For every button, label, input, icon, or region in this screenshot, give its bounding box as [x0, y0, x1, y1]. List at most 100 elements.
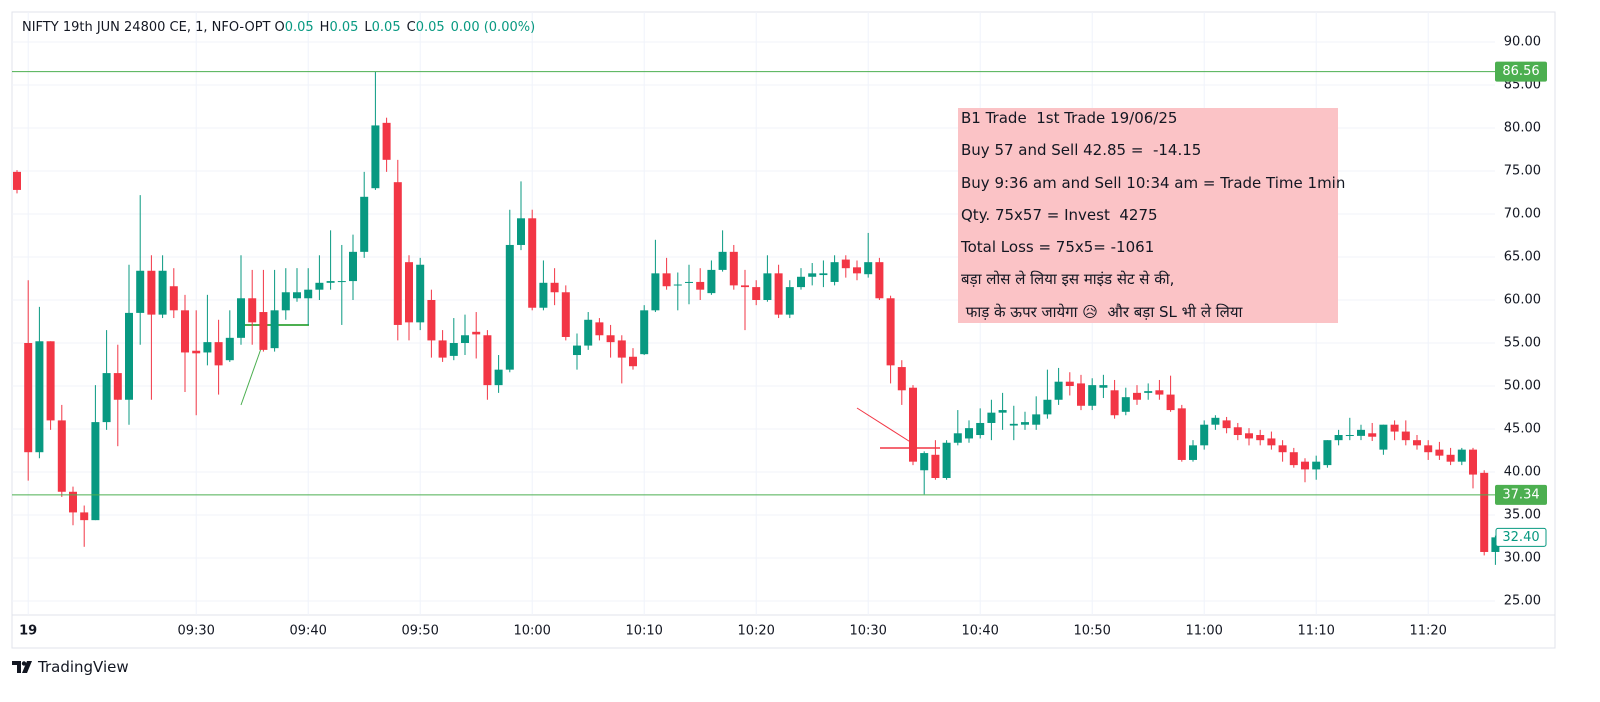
candle-body	[517, 218, 525, 245]
candle-body	[774, 273, 783, 315]
candle-body	[147, 270, 156, 315]
x-tick-label: 09:30	[177, 624, 214, 639]
candle-body	[1065, 381, 1074, 386]
candle-body	[1379, 424, 1388, 450]
candle-body	[203, 342, 212, 353]
candle-body	[1155, 390, 1164, 395]
candle-body	[1491, 537, 1500, 552]
candle-body	[550, 282, 559, 293]
candle-body	[91, 422, 100, 521]
axes: 25.00 30.00 35.00 40.00 45.00 50.00 55.00 60.00…	[12, 35, 1547, 639]
candle-body	[1054, 381, 1063, 400]
candle-body	[1390, 424, 1399, 432]
candle-body	[382, 122, 391, 160]
candle-body	[1469, 449, 1477, 475]
candle-body	[886, 298, 895, 366]
candle-body	[461, 335, 469, 343]
candle-body	[718, 251, 727, 270]
candle-body	[237, 298, 245, 338]
ohlc-key: H	[319, 20, 330, 35]
candle-body	[438, 340, 447, 358]
candle-body	[1088, 385, 1097, 406]
candle-body	[270, 310, 279, 349]
candle-body	[1289, 452, 1298, 466]
candle-body	[24, 342, 33, 453]
candle-body	[136, 270, 145, 313]
candle-body	[1446, 454, 1455, 462]
y-tick-label: 80.00	[1504, 121, 1541, 136]
y-tick-label: 35.00	[1504, 507, 1541, 522]
annotation-line: Qty. 75x57 = Invest 4275	[961, 205, 1158, 224]
brand-logo	[12, 661, 32, 673]
candle-body	[573, 345, 581, 356]
candle-body	[752, 287, 761, 300]
price-label: 86.56	[1502, 64, 1539, 79]
candle-body	[1077, 383, 1085, 406]
candle-body	[897, 367, 906, 391]
symbol-legend: NIFTY 19th JUN 24800 CE, 1, NFO-OPT O0.05…	[22, 20, 541, 35]
change: 0.00 (0.00%)	[450, 20, 536, 35]
candle-body	[248, 298, 257, 323]
candle-body	[1357, 429, 1365, 436]
candle-body	[1457, 449, 1466, 462]
candle-body	[841, 259, 850, 269]
candle-body	[931, 454, 940, 479]
candle-body	[1211, 417, 1220, 425]
candle-body	[1267, 438, 1276, 446]
candle-body	[349, 251, 357, 282]
candle-body	[1424, 445, 1433, 453]
x-tick-label: 09:50	[401, 624, 438, 639]
candle-body	[69, 491, 77, 513]
candle-body	[640, 310, 649, 355]
candle-body	[987, 412, 996, 423]
candles	[13, 71, 1500, 565]
candle-body	[281, 292, 290, 311]
candle-body	[1133, 392, 1141, 400]
candle-body	[763, 273, 772, 300]
ohlc-value: 0.05	[284, 20, 314, 35]
y-tick-label: 50.00	[1504, 378, 1541, 393]
candle-body	[393, 182, 402, 325]
annotation-line: Total Loss = 75x5= -1061	[961, 238, 1155, 257]
candle-body	[113, 373, 122, 400]
candle-body	[853, 267, 861, 274]
candle-body	[1166, 394, 1175, 411]
candle-body	[1323, 440, 1332, 466]
annotation-line: फाड़ के ऊपर जायेगा 😥 और बड़ा SL भी ले लि…	[961, 302, 1243, 321]
candle-body	[1245, 433, 1253, 439]
candle-body	[1043, 399, 1052, 415]
candle-body	[629, 356, 637, 367]
candle-body	[259, 312, 268, 350]
candle-body	[1144, 391, 1153, 393]
candle-body	[35, 341, 44, 453]
candle-body	[46, 341, 55, 421]
candle-body	[920, 453, 929, 471]
candle-body	[685, 281, 693, 283]
annotation-line: B1 Trade 1st Trade 19/06/25	[961, 109, 1178, 127]
candle-body	[57, 420, 66, 492]
trend-line	[240, 342, 264, 406]
candle-body	[80, 512, 89, 521]
candle-body	[315, 282, 324, 290]
candle-body	[1177, 408, 1186, 460]
candle-body	[707, 269, 716, 294]
candle-body	[942, 442, 951, 479]
candle-body	[539, 282, 548, 308]
candle-body	[1312, 461, 1321, 470]
candle-body	[225, 337, 234, 361]
candle-body	[1480, 472, 1489, 552]
ohlc-key: C	[406, 20, 416, 35]
candle-body	[1032, 414, 1041, 425]
candle-body	[651, 273, 660, 311]
candle-body	[797, 276, 805, 288]
candle-body	[360, 196, 369, 252]
y-tick-label: 65.00	[1504, 250, 1541, 265]
candle-body	[696, 281, 705, 290]
y-tick-label: 25.00	[1504, 593, 1541, 608]
y-tick-label: 75.00	[1504, 164, 1541, 179]
candle-body	[998, 410, 1007, 413]
annotation-line: बड़ा लोस ले लिया इस माइंड सेट से की,	[961, 270, 1175, 289]
y-tick-label: 60.00	[1504, 292, 1541, 307]
